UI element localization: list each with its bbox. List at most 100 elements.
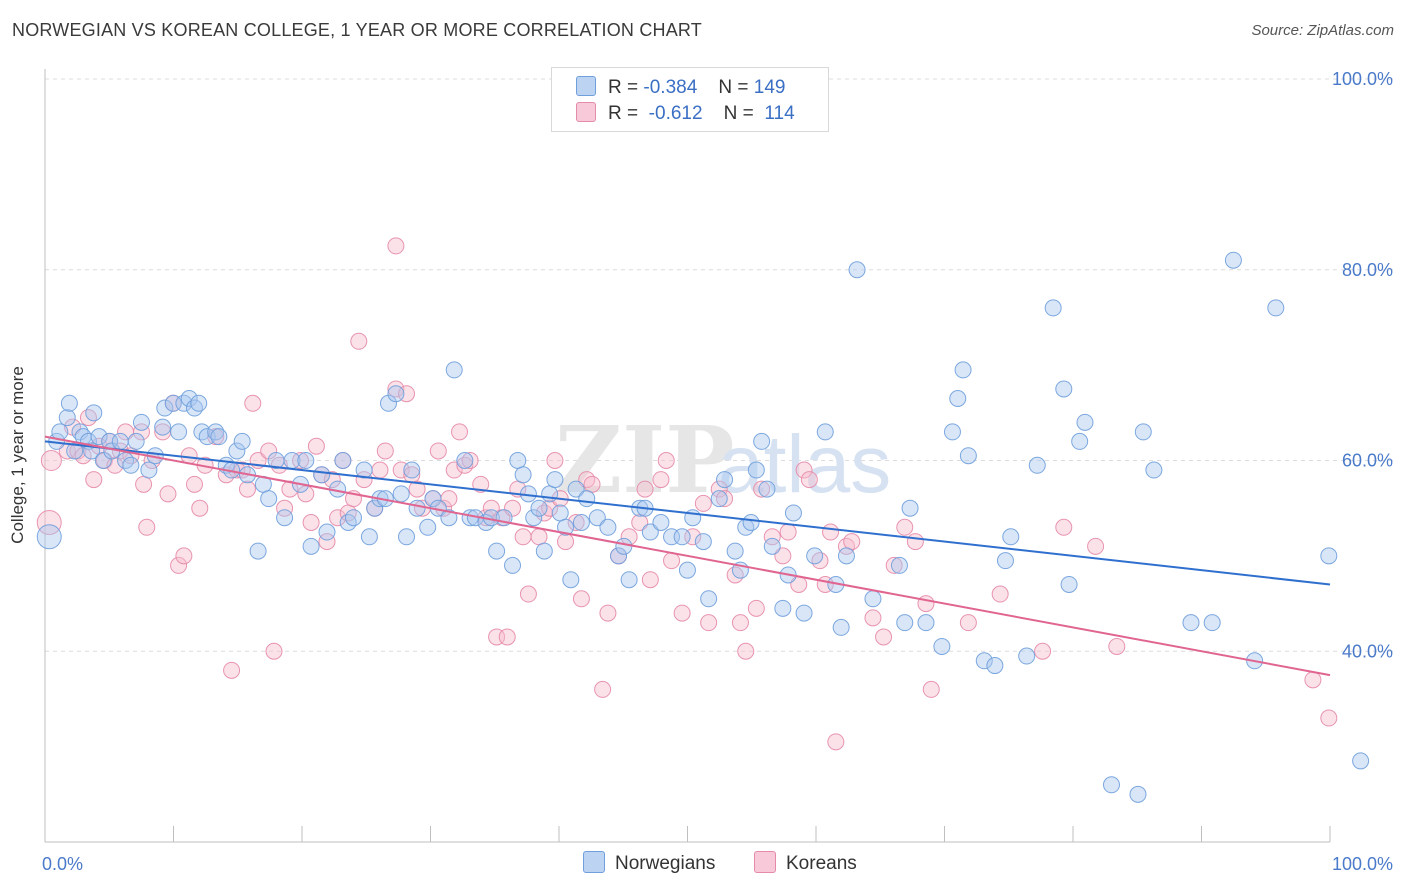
norwegian-point xyxy=(837,547,855,565)
norwegian-point xyxy=(716,471,734,489)
korean-point xyxy=(472,475,490,493)
norwegian-point xyxy=(652,513,670,531)
norwegian-point xyxy=(996,552,1014,570)
korean-point xyxy=(514,528,532,546)
korean-point xyxy=(726,566,744,584)
norwegian-point xyxy=(440,509,458,527)
legend-n-label: N = xyxy=(718,77,749,98)
norwegian-point xyxy=(156,399,174,417)
korean-point xyxy=(1108,637,1126,655)
norwegian-point xyxy=(318,523,336,541)
norwegian-point xyxy=(302,537,320,555)
korean-point xyxy=(843,533,861,551)
norwegian-point xyxy=(1182,614,1200,632)
korean-point xyxy=(811,552,829,570)
norwegian-point xyxy=(233,432,251,450)
korean-point xyxy=(583,475,601,493)
korean-point xyxy=(504,499,522,517)
norwegian-point xyxy=(387,385,405,403)
norwegian-point xyxy=(1224,251,1242,269)
korean-point xyxy=(673,604,691,622)
norwegian-point xyxy=(1044,299,1062,317)
norwegian-point xyxy=(774,599,792,617)
gridlines xyxy=(45,78,1393,652)
norwegian-point xyxy=(747,461,765,479)
legend-label: Norwegians xyxy=(615,853,716,874)
korean-point xyxy=(270,456,288,474)
norwegian-point xyxy=(180,390,198,408)
korean-point xyxy=(170,556,188,574)
norwegian-point xyxy=(933,637,951,655)
norwegian-point xyxy=(1102,776,1120,794)
korean-point xyxy=(641,571,659,589)
norwegian-point xyxy=(615,537,633,555)
korean-point xyxy=(429,442,447,460)
korean-point xyxy=(567,513,585,531)
norwegian-point xyxy=(170,423,188,441)
watermark-zip: ZIP xyxy=(555,406,734,514)
y-tick-label: 100.0% xyxy=(1332,69,1393,89)
korean-point xyxy=(652,471,670,489)
norwegian-point xyxy=(949,390,967,408)
norwegian-point xyxy=(392,485,410,503)
korean-point xyxy=(731,614,749,632)
norwegian-point xyxy=(954,361,972,379)
korean-point xyxy=(40,450,62,471)
norwegian-point xyxy=(85,404,103,422)
norwegian-point xyxy=(541,485,559,503)
korean-point xyxy=(774,547,792,565)
norwegian-swatch xyxy=(576,76,596,96)
legend-n-value: 149 xyxy=(753,77,786,98)
korean-point xyxy=(753,480,771,498)
norwegian-point xyxy=(509,452,527,469)
norwegian-point xyxy=(572,513,590,531)
korean-point xyxy=(1320,709,1338,727)
norwegian-point xyxy=(313,466,331,484)
legend-r-label: R = xyxy=(608,103,639,124)
trend-lines xyxy=(44,435,1331,677)
norwegian-points xyxy=(36,251,1370,803)
korean-point xyxy=(223,661,241,679)
norwegian-point xyxy=(1129,785,1147,803)
korean-point xyxy=(265,642,283,660)
korean-point xyxy=(519,585,537,603)
korean-point xyxy=(36,509,62,535)
y-tick-label: 60.0% xyxy=(1342,451,1393,471)
korean-point xyxy=(917,595,935,613)
korean-point xyxy=(795,461,813,479)
legend-n-label: N = xyxy=(723,103,754,124)
norwegian-point xyxy=(959,447,977,465)
x-tick-label: 100.0% xyxy=(1332,854,1393,874)
legend-label: Koreans xyxy=(786,853,857,874)
legend-r-value: -0.384 xyxy=(643,77,698,98)
norwegian-point xyxy=(419,518,437,536)
korean-point xyxy=(276,499,294,517)
norwegian-point xyxy=(58,409,76,427)
norwegian-point xyxy=(514,466,532,484)
norwegian-point xyxy=(398,528,416,546)
norwegian-point xyxy=(530,499,548,517)
korean-point xyxy=(896,518,914,536)
korean-point xyxy=(779,523,797,541)
norwegian-point xyxy=(198,428,216,446)
norwegian-point xyxy=(700,590,718,608)
norwegian-point xyxy=(864,590,882,608)
norwegian-point xyxy=(795,604,813,622)
korean-point xyxy=(85,471,103,489)
korean-point xyxy=(79,409,97,427)
norwegian-point xyxy=(210,428,228,446)
norwegian-point xyxy=(355,461,373,479)
korean-point xyxy=(578,471,596,489)
korean-point xyxy=(408,480,426,498)
korean-point xyxy=(387,380,405,398)
norwegian-point xyxy=(260,490,278,508)
norwegian-point xyxy=(1018,647,1036,665)
korean-point xyxy=(371,461,389,479)
norwegian-point xyxy=(551,504,569,522)
korean-point xyxy=(323,471,341,489)
norwegian-point xyxy=(154,418,172,436)
korean-swatch xyxy=(576,102,596,122)
norwegian-point xyxy=(249,542,267,560)
korean-point xyxy=(451,423,469,441)
norwegian-point xyxy=(525,509,543,527)
